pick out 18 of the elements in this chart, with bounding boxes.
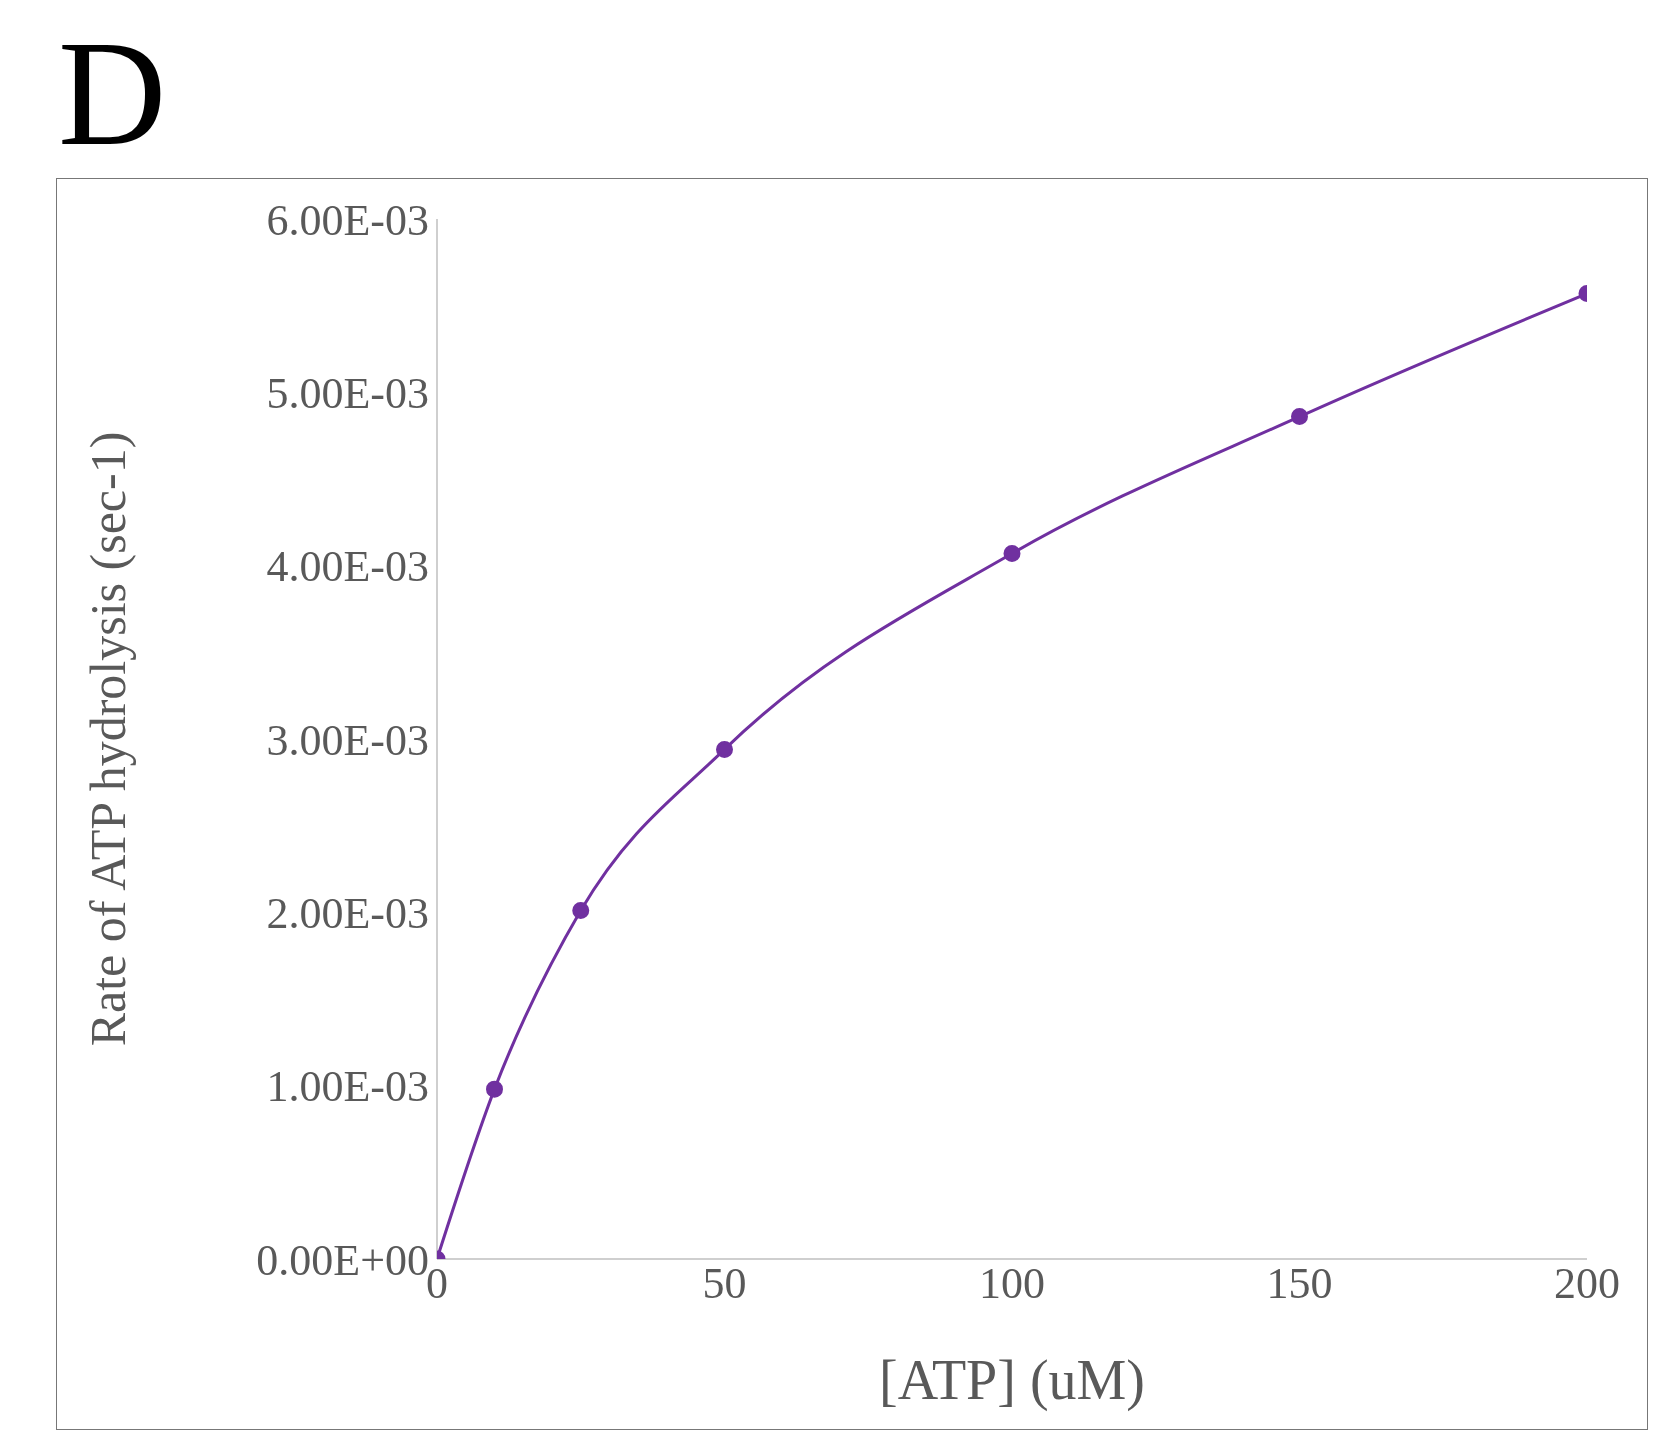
y-tick-label: 5.00E-03 — [266, 368, 429, 418]
point — [1291, 408, 1308, 426]
point — [1003, 545, 1021, 563]
point — [572, 902, 590, 920]
y-tick-label: 1.00E-03 — [266, 1062, 429, 1112]
point — [716, 740, 733, 758]
y-tick-label: 2.00E-03 — [266, 888, 429, 938]
y-tick-label: 6.00E-03 — [266, 195, 429, 245]
x-tick-label: 50 — [702, 1259, 747, 1309]
y-tick-label: 4.00E-03 — [266, 542, 429, 592]
x-tick-label: 100 — [979, 1259, 1045, 1309]
point — [486, 1080, 503, 1098]
y-tick-label: 3.00E-03 — [266, 715, 429, 765]
chart-title: D — [58, 10, 167, 176]
x-tick-label: 150 — [1266, 1259, 1333, 1309]
x-tick-label: 200 — [1554, 1259, 1620, 1309]
y-axis-title: Rate of ATP hydrolysis (sec-1) — [79, 431, 136, 1047]
x-axis-title: [ATP] (uM) — [879, 1349, 1145, 1412]
